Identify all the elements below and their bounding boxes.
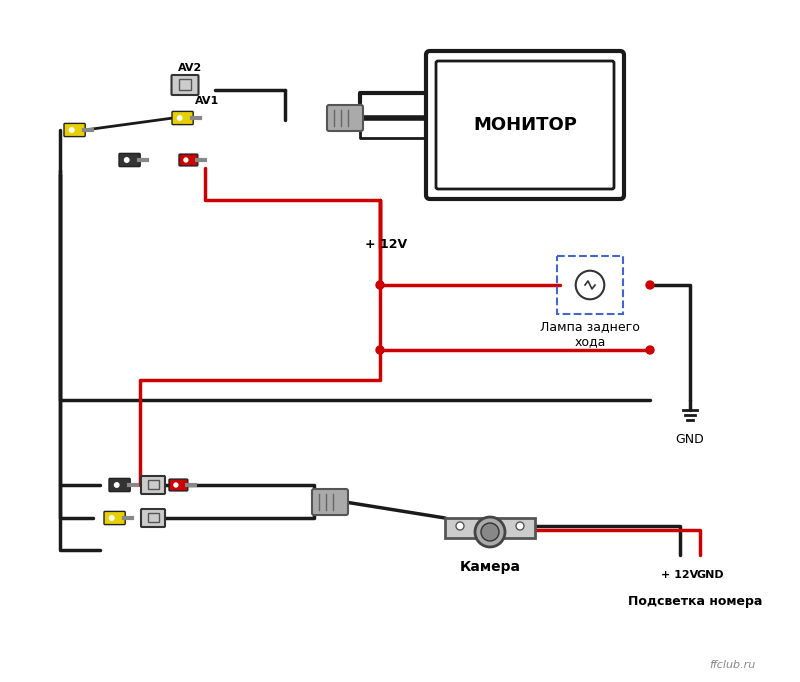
Circle shape xyxy=(646,346,654,354)
Bar xyxy=(178,79,191,90)
FancyBboxPatch shape xyxy=(426,51,624,199)
FancyBboxPatch shape xyxy=(119,153,140,166)
Text: GND: GND xyxy=(696,570,724,580)
Text: + 12V: + 12V xyxy=(662,570,698,580)
Bar xyxy=(147,479,158,489)
Text: AV2: AV2 xyxy=(178,63,202,73)
Circle shape xyxy=(178,116,182,120)
Bar xyxy=(147,513,158,522)
Text: Лампа заднего
хода: Лампа заднего хода xyxy=(540,320,640,348)
FancyBboxPatch shape xyxy=(327,105,363,131)
FancyBboxPatch shape xyxy=(109,478,130,492)
Circle shape xyxy=(376,281,384,289)
FancyBboxPatch shape xyxy=(436,61,614,189)
FancyBboxPatch shape xyxy=(64,123,86,136)
Circle shape xyxy=(110,516,114,520)
FancyBboxPatch shape xyxy=(171,75,198,95)
Circle shape xyxy=(376,346,384,354)
Circle shape xyxy=(125,158,129,162)
Polygon shape xyxy=(445,518,535,538)
FancyBboxPatch shape xyxy=(169,479,188,491)
FancyBboxPatch shape xyxy=(141,509,165,527)
Circle shape xyxy=(475,517,505,547)
FancyBboxPatch shape xyxy=(141,476,165,494)
Text: AV1: AV1 xyxy=(195,96,219,106)
Circle shape xyxy=(184,158,188,162)
Text: Камера: Камера xyxy=(459,560,521,574)
Bar xyxy=(557,256,623,314)
FancyBboxPatch shape xyxy=(179,154,198,166)
Circle shape xyxy=(516,522,524,530)
Circle shape xyxy=(70,128,74,132)
FancyBboxPatch shape xyxy=(172,111,194,125)
FancyBboxPatch shape xyxy=(312,489,348,515)
Text: МОНИТОР: МОНИТОР xyxy=(473,116,577,134)
Circle shape xyxy=(456,522,464,530)
Circle shape xyxy=(174,483,178,487)
Circle shape xyxy=(481,523,499,541)
Text: ffclub.ru: ffclub.ru xyxy=(709,660,755,670)
Text: GND: GND xyxy=(676,433,704,446)
Circle shape xyxy=(576,271,604,299)
Circle shape xyxy=(114,483,119,487)
Text: Подсветка номера: Подсветка номера xyxy=(628,595,762,608)
Circle shape xyxy=(646,281,654,289)
Text: + 12V: + 12V xyxy=(365,239,407,252)
FancyBboxPatch shape xyxy=(104,512,125,524)
